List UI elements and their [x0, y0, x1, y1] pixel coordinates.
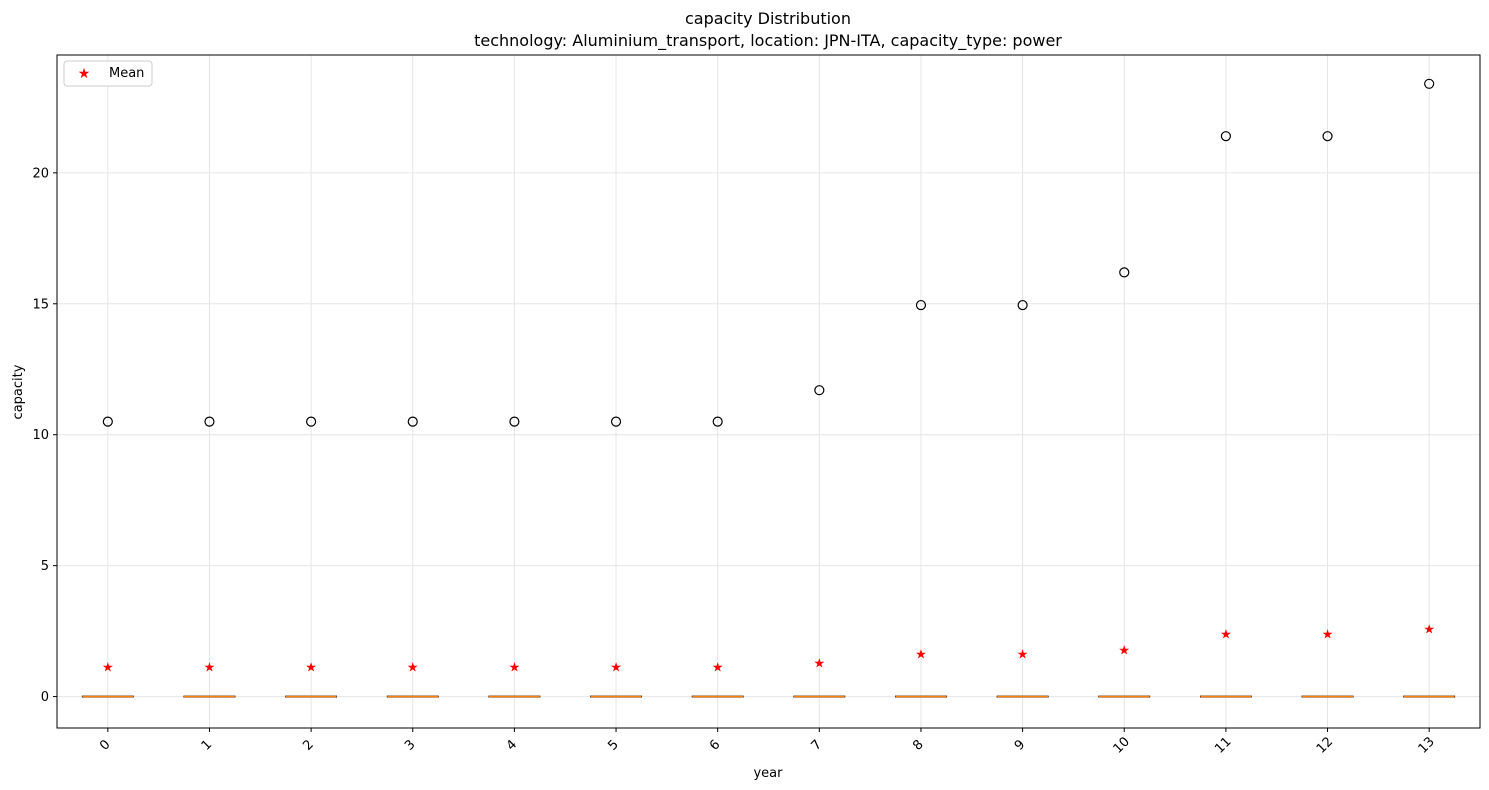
x-tick-label: 7 [809, 737, 825, 753]
outlier-point [1017, 299, 1028, 311]
mean-markers: ★ ★ ★ ★ ★ ★ ★ ★ ★ ★ ★ ★ ★ ★ [102, 622, 1435, 675]
mean-point: ★ [407, 660, 419, 675]
y-axis-label: capacity [11, 364, 26, 419]
x-tick-label: 3 [402, 737, 418, 753]
x-tick-label: 1 [199, 737, 215, 753]
mean-point: ★ [610, 660, 622, 675]
mean-point: ★ [509, 660, 521, 675]
x-tick-label: 13 [1416, 734, 1438, 756]
outlier-point [1220, 131, 1231, 142]
chart-title: capacity Distribution [685, 9, 851, 28]
mean-point: ★ [1423, 622, 1435, 637]
y-tick-label: 20 [32, 166, 49, 181]
legend-marker-mean: ★ [78, 66, 91, 82]
mean-point: ★ [1017, 647, 1029, 662]
mean-point: ★ [813, 657, 825, 672]
outlier-point [610, 416, 622, 427]
y-tick-label: 0 [41, 690, 49, 705]
x-tick-label: 2 [300, 737, 316, 753]
x-tick-label: 8 [910, 737, 926, 753]
mean-point: ★ [1220, 628, 1232, 643]
y-tick-label: 5 [41, 559, 49, 574]
outlier-point [1119, 267, 1130, 278]
outlier-point [814, 385, 825, 396]
legend-box [63, 60, 153, 87]
x-tick-label: 0 [97, 737, 113, 753]
legend: ★ Mean [63, 60, 153, 87]
outlier-point [1424, 78, 1435, 89]
mean-point: ★ [102, 660, 114, 675]
y-axis: 0 5 10 15 20 [32, 166, 57, 705]
boxes [81, 695, 1456, 698]
mean-point: ★ [305, 660, 317, 675]
legend-label-mean: Mean [109, 66, 144, 81]
x-axis: 0 1 2 3 4 5 6 7 8 9 10 11 12 13 [97, 728, 1438, 757]
x-tick-label: 10 [1111, 734, 1133, 756]
x-tick-label: 5 [605, 737, 621, 753]
x-tick-label: 9 [1012, 737, 1028, 753]
mean-point: ★ [1322, 628, 1334, 643]
x-tick-label: 4 [504, 737, 520, 753]
mean-point: ★ [204, 660, 216, 675]
gridlines [57, 55, 1480, 728]
outlier-point [204, 416, 215, 427]
outlier-point [1322, 131, 1333, 142]
outlier-point [712, 416, 723, 427]
x-axis-label: year [753, 766, 783, 781]
x-tick-label: 6 [707, 737, 723, 753]
x-tick-label: 12 [1314, 734, 1336, 756]
mean-point: ★ [915, 647, 927, 662]
outlier-point [407, 416, 418, 427]
outlier-point [306, 416, 317, 427]
y-tick-label: 10 [32, 428, 49, 443]
plot-frame [56, 54, 1481, 729]
y-tick-label: 15 [32, 297, 49, 312]
outlier-point [102, 416, 113, 427]
mean-point: ★ [1118, 643, 1130, 658]
outlier-point [915, 299, 927, 311]
chart-subtitle: technology: Aluminium_transport, locatio… [474, 31, 1062, 51]
mean-point: ★ [712, 660, 724, 675]
x-tick-label: 11 [1212, 734, 1234, 756]
outlier-point [509, 416, 520, 427]
outliers [102, 78, 1435, 427]
